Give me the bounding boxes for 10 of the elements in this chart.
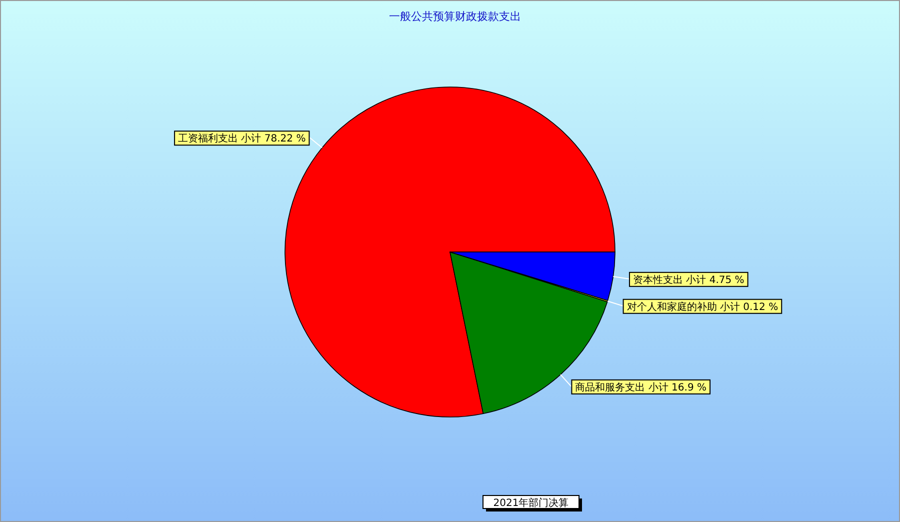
annotation: 2021年部门决算: [482, 495, 582, 512]
slice-label: 对个人和家庭的补助 小计 0.12 %: [626, 300, 778, 313]
data-label: 对个人和家庭的补助 小计 0.12 %: [622, 298, 782, 314]
data-label: 工资福利支出 小计 78.22 %: [174, 130, 310, 146]
title: 一般公共预算财政拨款支出: [389, 10, 521, 23]
data-label: 资本性支出 小计 4.75 %: [629, 272, 748, 287]
slice-label: 商品和服务支出 小计 16.9 %: [575, 381, 707, 394]
slice-label: 工资福利支出 小计 78.22 %: [178, 132, 306, 145]
data-label: 商品和服务支出 小计 16.9 %: [571, 379, 711, 394]
slice-label: 资本性支出 小计 4.75 %: [632, 274, 744, 286]
